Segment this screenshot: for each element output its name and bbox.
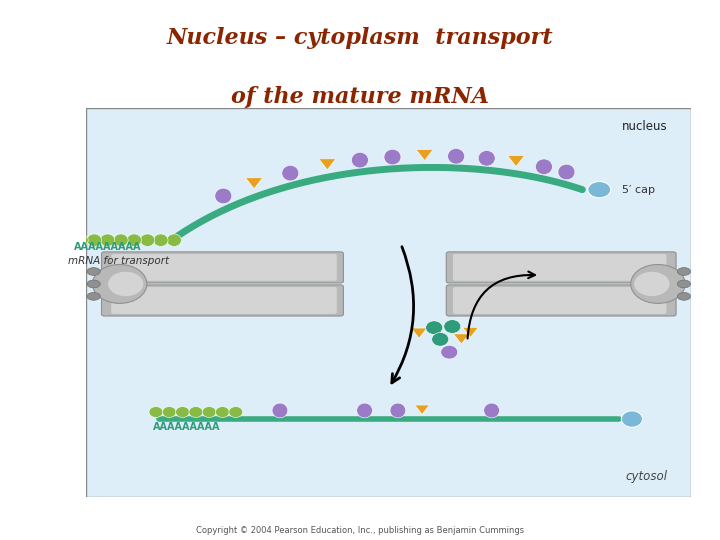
Ellipse shape [356, 403, 372, 418]
Ellipse shape [678, 293, 690, 300]
FancyBboxPatch shape [452, 286, 667, 314]
Ellipse shape [432, 333, 449, 346]
FancyBboxPatch shape [446, 252, 676, 283]
Ellipse shape [100, 234, 114, 246]
Ellipse shape [215, 407, 230, 417]
Ellipse shape [441, 346, 458, 359]
Text: Nucleus – cytoplasm  transport: Nucleus – cytoplasm transport [167, 27, 553, 49]
Text: nucleus: nucleus [621, 120, 667, 133]
Ellipse shape [384, 149, 401, 165]
Text: of the mature mRNA: of the mature mRNA [231, 86, 489, 109]
Polygon shape [415, 405, 429, 414]
Ellipse shape [87, 293, 100, 300]
Ellipse shape [127, 234, 141, 246]
Ellipse shape [536, 159, 552, 174]
Ellipse shape [621, 411, 642, 427]
Ellipse shape [631, 265, 685, 303]
Polygon shape [454, 334, 469, 344]
Ellipse shape [484, 403, 500, 418]
Ellipse shape [87, 234, 102, 246]
FancyBboxPatch shape [102, 252, 343, 283]
Text: AAAAAAAAA: AAAAAAAAA [153, 422, 220, 432]
Text: 5′ cap: 5′ cap [621, 185, 654, 194]
Text: Copyright © 2004 Pearson Education, Inc., publishing as Benjamin Cummings: Copyright © 2004 Pearson Education, Inc.… [196, 525, 524, 535]
FancyBboxPatch shape [446, 285, 676, 316]
Ellipse shape [272, 403, 288, 418]
Text: mRNA for transport: mRNA for transport [68, 255, 169, 266]
Ellipse shape [176, 407, 189, 417]
Ellipse shape [444, 320, 461, 333]
Ellipse shape [588, 181, 611, 198]
FancyBboxPatch shape [111, 286, 338, 314]
Ellipse shape [107, 271, 144, 296]
Ellipse shape [167, 234, 181, 246]
Ellipse shape [149, 407, 163, 417]
FancyBboxPatch shape [452, 253, 667, 281]
Ellipse shape [87, 268, 100, 275]
Polygon shape [246, 178, 263, 188]
Text: cytosol: cytosol [625, 470, 667, 483]
Ellipse shape [558, 164, 575, 180]
Ellipse shape [478, 151, 495, 166]
Ellipse shape [678, 280, 690, 288]
Ellipse shape [215, 188, 232, 204]
Ellipse shape [189, 407, 203, 417]
Ellipse shape [634, 271, 670, 296]
Ellipse shape [351, 152, 369, 168]
Ellipse shape [114, 234, 128, 246]
Ellipse shape [73, 234, 89, 246]
Ellipse shape [153, 234, 168, 246]
Ellipse shape [678, 268, 690, 275]
Polygon shape [416, 150, 433, 160]
Polygon shape [462, 327, 478, 338]
Ellipse shape [426, 321, 443, 334]
Polygon shape [319, 159, 336, 170]
Ellipse shape [282, 165, 299, 181]
Text: AAAAAAAAA: AAAAAAAAA [74, 242, 142, 252]
Ellipse shape [162, 407, 176, 417]
Ellipse shape [140, 234, 155, 246]
Polygon shape [411, 328, 427, 338]
Ellipse shape [390, 403, 406, 418]
Ellipse shape [87, 280, 100, 288]
Ellipse shape [92, 265, 147, 303]
Ellipse shape [202, 407, 216, 417]
FancyBboxPatch shape [111, 253, 338, 281]
FancyBboxPatch shape [102, 285, 343, 316]
Ellipse shape [448, 148, 464, 164]
Polygon shape [508, 156, 525, 166]
Ellipse shape [229, 407, 243, 417]
